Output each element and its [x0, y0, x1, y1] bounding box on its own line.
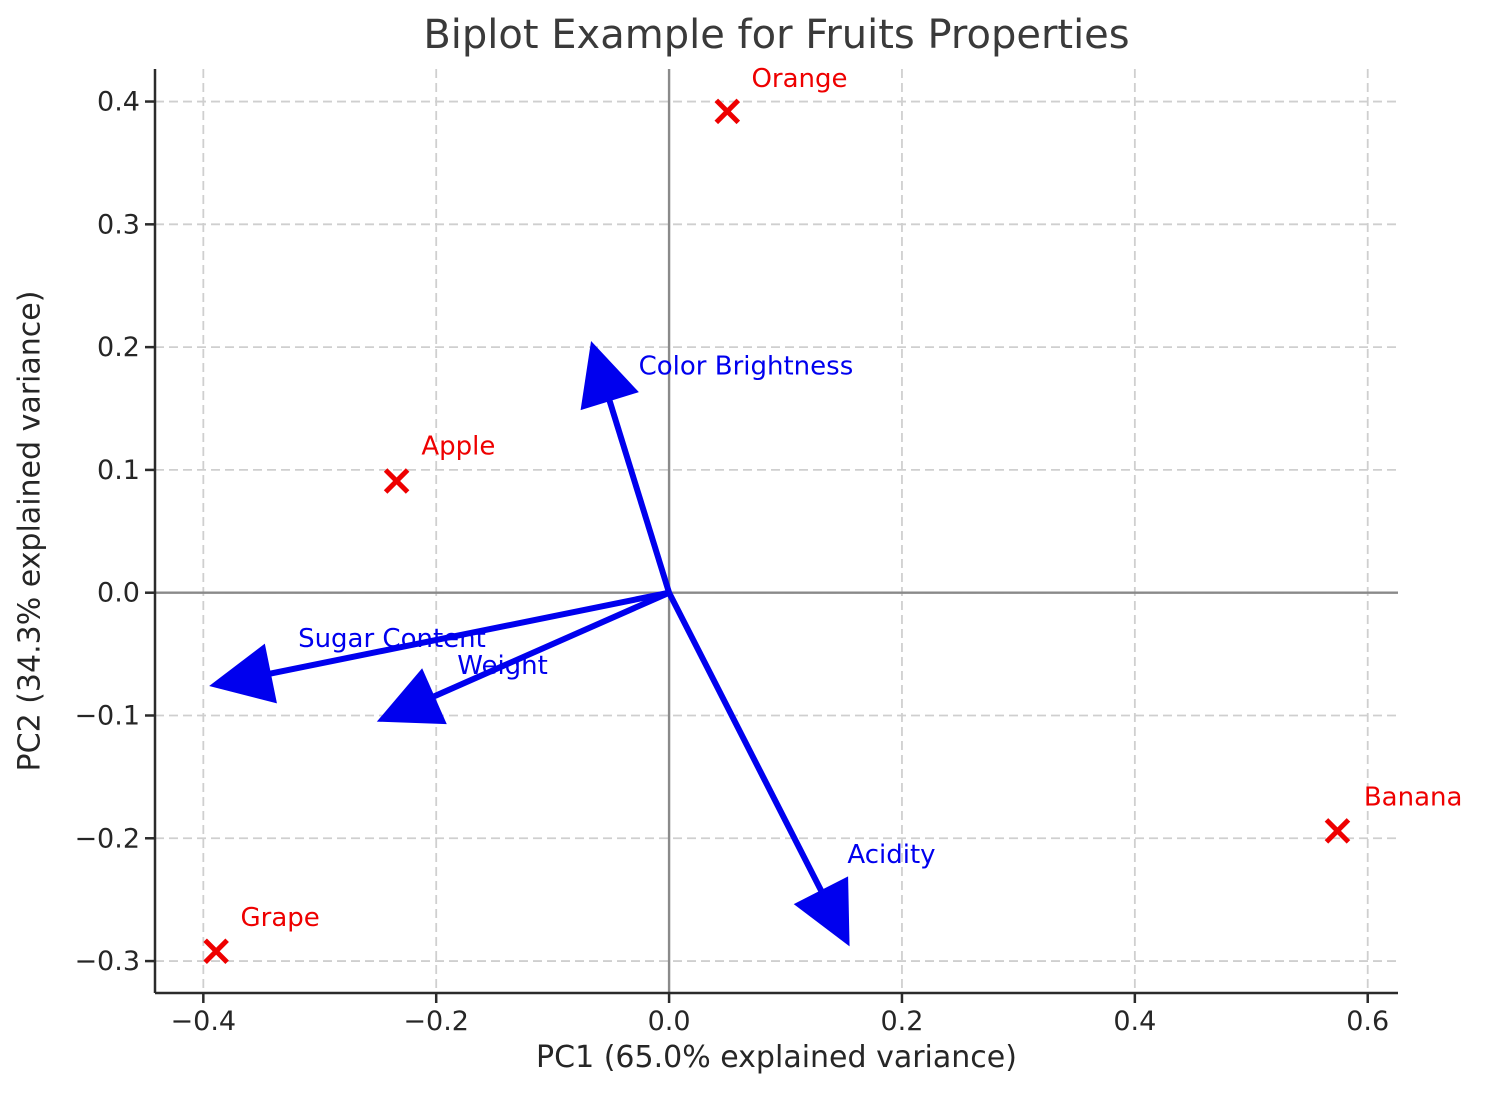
marker-apple — [383, 468, 410, 494]
vector-shaft-sugar-content — [264, 589, 670, 678]
vector-shaft-color-brightness — [605, 394, 672, 594]
x-tick-label-0.6: 0.6 — [1346, 1006, 1389, 1037]
vector-label-acidity: Acidity — [847, 840, 935, 870]
vector-shaft-weight — [427, 589, 671, 702]
y-tick-label-0.2: 0.2 — [97, 332, 140, 363]
x-tick-label-0.4: 0.4 — [1113, 1006, 1156, 1037]
marker-banana — [1324, 818, 1351, 844]
vector-head-weight — [376, 668, 447, 725]
chart-title: Biplot Example for Fruits Properties — [423, 12, 1130, 58]
y-tick-label--0.3: −0.3 — [74, 946, 140, 977]
vector-label-weight: Weight — [457, 651, 548, 681]
vector-label-sugar-content: Sugar Content — [298, 624, 486, 654]
vector-head-acidity — [793, 876, 850, 947]
marker-orange — [714, 98, 741, 125]
y-tick-label-0.3: 0.3 — [97, 209, 140, 240]
sample-label-orange: Orange — [751, 64, 847, 94]
marker-grape — [203, 938, 229, 965]
x-axis-label: PC1 (65.0% explained variance) — [536, 1040, 1017, 1075]
vector-label-color-brightness: Color Brightness — [639, 352, 854, 382]
vector-head-sugar-content — [209, 643, 277, 704]
y-tick-label--0.1: −0.1 — [74, 700, 140, 731]
vector-head-color-brightness — [580, 340, 639, 411]
x-tick-label-0.2: 0.2 — [880, 1006, 923, 1037]
sample-label-banana: Banana — [1364, 783, 1463, 813]
y-tick-label-0: 0.0 — [97, 578, 140, 609]
x-tick-label--0.2: −0.2 — [403, 1006, 469, 1037]
sample-label-apple: Apple — [421, 431, 495, 461]
y-tick-label-0.1: 0.1 — [97, 455, 140, 486]
x-tick-label--0.4: −0.4 — [171, 1006, 237, 1037]
y-tick-label-0.4: 0.4 — [97, 87, 140, 118]
vector-shaft-acidity — [666, 591, 827, 897]
x-tick-label-0: 0.0 — [648, 1006, 691, 1037]
y-tick-label--0.2: −0.2 — [74, 823, 140, 854]
sample-label-grape: Grape — [241, 903, 320, 933]
